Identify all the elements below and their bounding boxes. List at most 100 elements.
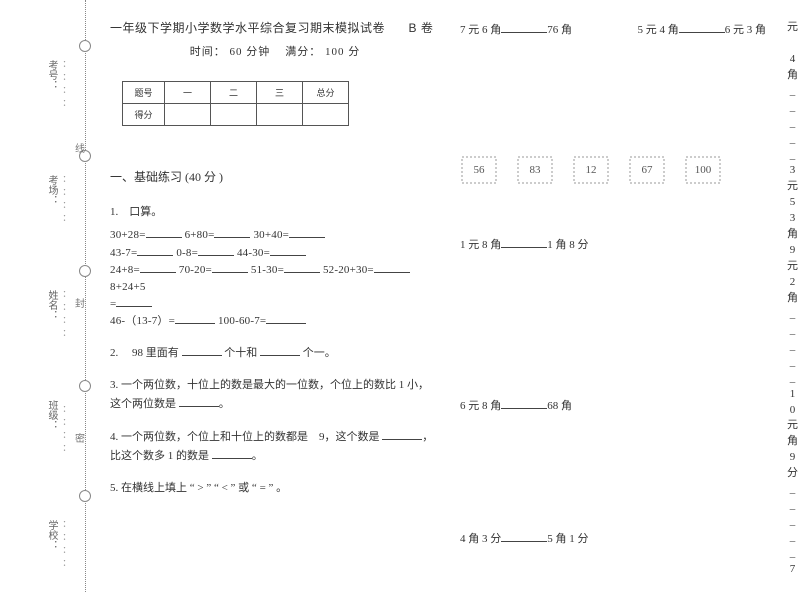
table-cell-blank[interactable] [165,103,211,125]
answer-blank[interactable] [501,23,547,33]
compare-right: 76 角 [547,24,572,36]
answer-blank[interactable] [260,346,300,356]
calc-expr: 46-（13-7）= [110,315,175,327]
answer-blank[interactable] [212,449,252,459]
binding-dots: ：：：： [63,520,69,572]
question-2: 2. 98 里面有 个十和 个一。 [110,344,440,363]
binding-circle [79,40,91,52]
compare-row: 6 元 8 角 68 角 [460,396,780,417]
table-cell-blank[interactable] [211,103,257,125]
q-text: 2. 98 里面有 [110,347,182,359]
subtitle-time-label: 时间： [190,46,226,58]
answer-blank[interactable] [182,346,222,356]
subtitle-time-value: 60 分钟 [230,46,271,58]
answer-blank[interactable] [270,246,306,256]
compare-row: 7 元 6 角76 角 5 元 4 角6 元 3 角 [460,20,780,41]
score-table: 题号 一 二 三 总分 得分 [122,81,349,126]
seal-char: 密 [75,430,85,445]
binding-circle [79,380,91,392]
answer-blank[interactable] [214,229,250,239]
answer-blank[interactable] [140,263,176,273]
q-text: 3. 一个两位数，十位上的数是最大的一位数，个位上的数比 1 小， [110,376,440,395]
answer-blank[interactable] [382,430,422,440]
exam-title: 一年级下学期小学数学水平综合复习期末模拟试卷 [110,21,385,35]
calc-line: 43-7= 0-8= 44-30= [110,245,440,262]
table-cell-blank[interactable] [303,103,349,125]
stamp: 12 [572,155,610,185]
answer-blank[interactable] [289,229,325,239]
q-text: 9，这个数是 [319,431,382,443]
compare-left: 1 元 8 角 [460,239,501,251]
answer-blank[interactable] [501,238,547,248]
q-text: 。 [219,398,230,410]
q-text-line: 比这个数多 1 的数是 。 [110,447,440,466]
question-3: 3. 一个两位数，十位上的数是最大的一位数，个位上的数比 1 小， 这个两位数是… [110,376,440,413]
answer-blank[interactable] [198,246,234,256]
calc-expr: 44-30= [237,247,270,259]
q-text: 个十和 [224,347,260,359]
calc-expr: 52-20+30= [323,264,374,276]
calc-line: 46-（13-7）= 100-60-7= [110,313,440,330]
answer-blank[interactable] [175,314,215,324]
q-text: 4. 一个两位数，个位上和十位上的数都是 [110,431,308,443]
q-text: ， [422,431,433,443]
compare-right: 68 角 [547,400,572,412]
answer-blank[interactable] [212,263,248,273]
exam-title-row: 一年级下学期小学数学水平综合复习期末模拟试卷 B 卷 [110,20,440,37]
column-right-edge: 元 4 角 _ _ _ _ _ 3 元 5 3角 9 元 2 角 _ _ _ _… [785,20,800,578]
q-text-line: 4. 一个两位数，个位上和十位上的数都是 9，这个数是 ， [110,428,440,447]
calc-expr: 43-7= [110,247,137,259]
compare-left: 5 元 4 角 [638,24,679,36]
section-heading: 一、基础练习 (40 分 ) [110,168,440,185]
q-text: 这个两位数是 [110,398,179,410]
question-4: 4. 一个两位数，个位上和十位上的数都是 9，这个数是 ， 比这个数多 1 的数… [110,428,440,465]
binding-circle [79,490,91,502]
binding-dots: ：：：： [63,175,69,227]
calc-expr: 70-20= [179,264,212,276]
subtitle-full-value: 100 分 [325,46,360,58]
table-header: 三 [257,81,303,103]
subtitle-full-label: 满分： [285,46,321,58]
binding-circle [79,265,91,277]
answer-blank[interactable] [501,399,547,409]
stamp: 67 [628,155,666,185]
compare-right: 5 角 1 分 [547,533,588,545]
table-row: 题号 一 二 三 总分 [123,81,349,103]
table-header: 一 [165,81,211,103]
q-text: 个一。 [303,347,336,359]
calc-line: 30+28= 6+80= 30+40= [110,227,440,244]
answer-blank[interactable] [501,532,547,542]
answer-blank[interactable] [146,229,182,239]
column-middle: 7 元 6 角76 角 5 元 4 角6 元 3 角 56 83 12 67 1… [460,20,780,550]
calc-expr: 51-30= [251,264,284,276]
answer-blank[interactable] [679,23,725,33]
calc-expr: 30+40= [253,229,289,241]
table-header: 题号 [123,81,165,103]
table-cell-blank[interactable] [257,103,303,125]
compare-right: 6 元 3 角 [725,24,766,36]
answer-blank[interactable] [374,263,410,273]
exam-subtitle: 时间： 60 分钟 满分： 100 分 [110,43,440,59]
question-5: 5. 在横线上填上 “ > ” “ < ” 或 “ = ” 。 [110,479,440,498]
table-cell: 得分 [123,103,165,125]
answer-blank[interactable] [137,246,173,256]
answer-blank[interactable] [116,297,152,307]
table-header: 总分 [303,81,349,103]
q-text: 。 [252,450,263,462]
answer-blank[interactable] [179,397,219,407]
calc-expr: 100-60-7= [218,315,266,327]
compare-row: 1 元 8 角1 角 8 分 [460,235,780,256]
answer-blank[interactable] [284,263,320,273]
calc-line: 24+8= 70-20= 51-30= 52-20+30= 8+24+5 [110,262,440,296]
binding-margin: 考号： 考场： 姓名： 班级： 学校： 线 封 密 ：：：： ：：：： ：：：：… [55,0,95,592]
calc-expr: 24+8= [110,264,140,276]
calc-block: 30+28= 6+80= 30+40= 43-7= 0-8= 44-30= 24… [110,227,440,329]
answer-blank[interactable] [266,314,306,324]
binding-dots: ：：：： [63,60,69,112]
seal-char: 封 [75,295,85,310]
question-1: 1. 口算。 [110,203,440,222]
stamp: 56 [460,155,498,185]
compare-row: 4 角 3 分5 角 1 分 [460,529,780,550]
compare-left: 6 元 8 角 [460,400,501,412]
right-edge-text: 元 4 角 _ _ _ _ _ 3 元 5 3角 9 元 2 角 _ _ _ _… [785,20,800,578]
